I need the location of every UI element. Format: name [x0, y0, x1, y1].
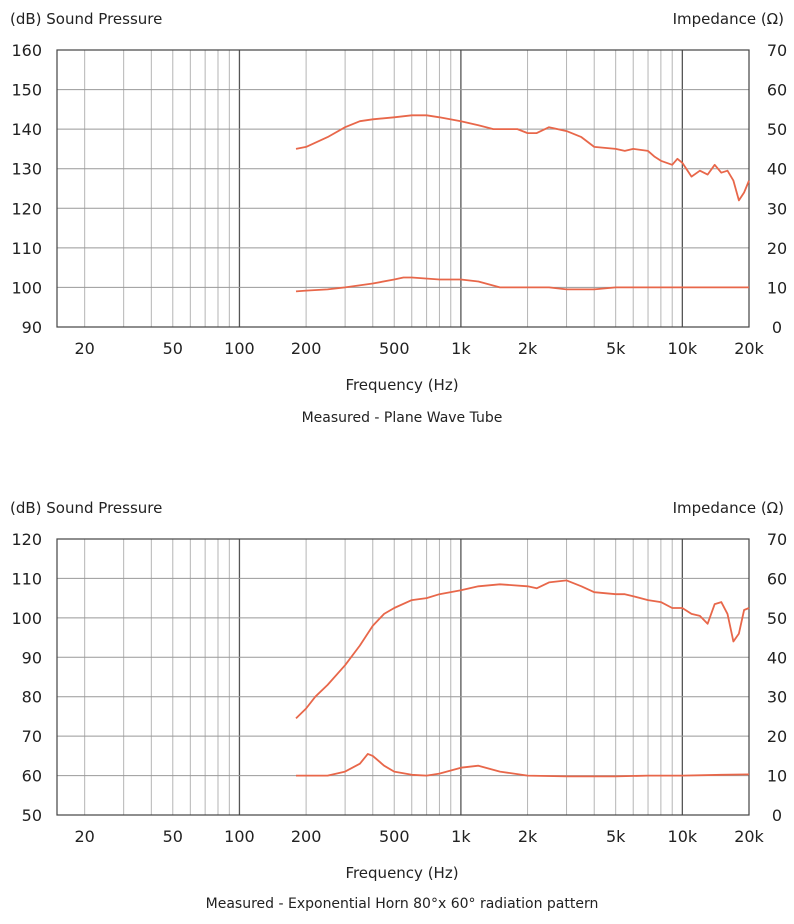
x-tick-label: 1k: [451, 339, 471, 358]
right-tick-label: 0: [772, 318, 782, 337]
right-tick-label: 50: [767, 609, 787, 628]
right-axis-label: Impedance (Ω): [673, 499, 784, 517]
right-tick-label: 20: [767, 239, 787, 258]
left-tick-label: 110: [11, 569, 42, 588]
x-tick-label: 20k: [734, 827, 764, 846]
right-tick-label: 70: [767, 41, 787, 60]
chart-caption: Measured - Plane Wave Tube: [302, 410, 503, 426]
left-tick-label: 60: [22, 767, 42, 786]
chart-caption: Measured - Exponential Horn 80°x 60° rad…: [206, 896, 599, 912]
impedance-line: [296, 753, 750, 778]
chart-plane-wave-tube: (dB) Sound Pressure Impedance (Ω) 901001…: [10, 10, 787, 426]
right-tick-label: 10: [767, 767, 787, 786]
left-tick-label: 110: [11, 239, 42, 258]
left-tick-label: 70: [22, 727, 42, 746]
impedance-line: [295, 276, 749, 293]
right-tick-label: 50: [767, 120, 787, 139]
x-tick-label: 20: [74, 827, 94, 846]
x-tick-label: 200: [291, 827, 322, 846]
plot-frame: [56, 49, 750, 328]
x-tick-label: 5k: [606, 339, 626, 358]
plot-lines: [295, 114, 750, 293]
left-tick-label: 120: [11, 199, 42, 218]
plot-frame: [56, 538, 750, 816]
right-tick-label: 30: [767, 199, 787, 218]
right-tick-label: 0: [772, 806, 782, 825]
x-tick-label: 10k: [668, 827, 698, 846]
right-tick-labels: 0 10 20 30 40 50 60 70: [767, 41, 787, 337]
x-tick-label: 50: [163, 827, 183, 846]
left-tick-label: 50: [22, 806, 42, 825]
left-tick-labels: 50 60 70 80 90 100 110 120: [11, 530, 42, 825]
left-tick-label: 80: [22, 688, 42, 707]
chart-exponential-horn: (dB) Sound Pressure Impedance (Ω) 50 60 70…: [10, 499, 787, 912]
right-tick-label: 40: [767, 648, 787, 667]
x-tick-label: 10k: [668, 339, 698, 358]
left-tick-labels: 90 100 110 120 130 140 150 160: [11, 41, 42, 337]
plot-grid: [56, 49, 750, 328]
x-tick-label: 50: [163, 339, 183, 358]
x-axis-label: Frequency (Hz): [345, 376, 458, 394]
left-tick-label: 100: [11, 609, 42, 628]
right-tick-label: 40: [767, 160, 787, 179]
sound-pressure-line: [295, 114, 750, 202]
x-tick-label: 200: [291, 339, 322, 358]
x-tick-labels: 20 50 100 200 500 1k 2k 5k 10k 20k: [74, 827, 764, 846]
left-tick-label: 130: [11, 160, 42, 179]
x-tick-labels: 20 50 100 200 500 1k 2k 5k 10k 20k: [74, 339, 764, 358]
x-tick-label: 2k: [518, 827, 538, 846]
plot-grid: [56, 538, 750, 816]
left-tick-label: 90: [22, 318, 42, 337]
right-axis-label: Impedance (Ω): [673, 10, 784, 28]
left-tick-label: 100: [11, 278, 42, 297]
x-tick-label: 5k: [606, 827, 626, 846]
left-tick-label: 90: [22, 648, 42, 667]
plot-lines: [295, 579, 750, 778]
x-tick-label: 20k: [734, 339, 764, 358]
x-tick-label: 20: [74, 339, 94, 358]
x-tick-label: 100: [224, 827, 255, 846]
left-tick-label: 160: [11, 41, 42, 60]
x-axis-label: Frequency (Hz): [345, 864, 458, 882]
left-tick-label: 150: [11, 81, 42, 100]
left-axis-label: (dB) Sound Pressure: [10, 499, 162, 517]
x-tick-label: 2k: [518, 339, 538, 358]
right-tick-label: 60: [767, 81, 787, 100]
x-tick-label: 500: [379, 339, 410, 358]
x-tick-label: 500: [379, 827, 410, 846]
right-tick-label: 60: [767, 569, 787, 588]
x-tick-label: 1k: [451, 827, 471, 846]
right-tick-label: 70: [767, 530, 787, 549]
left-tick-label: 120: [11, 530, 42, 549]
right-tick-label: 20: [767, 727, 787, 746]
right-tick-label: 10: [767, 278, 787, 297]
right-tick-labels: 0 10 20 30 40 50 60 70: [767, 530, 787, 825]
left-axis-label: (dB) Sound Pressure: [10, 10, 162, 28]
sound-pressure-line: [295, 579, 750, 720]
right-tick-label: 30: [767, 688, 787, 707]
x-tick-label: 100: [224, 339, 255, 358]
left-tick-label: 140: [11, 120, 42, 139]
